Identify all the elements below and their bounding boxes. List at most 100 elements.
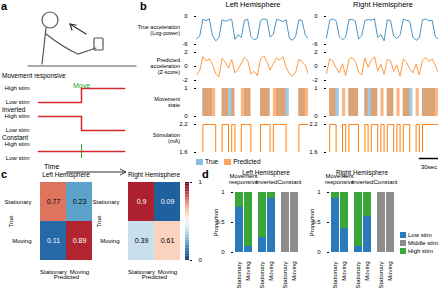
svg-text:0: 0: [317, 249, 321, 255]
svg-text:2: 2: [314, 49, 318, 55]
html-text:b: b: [140, 0, 147, 12]
svg-text:Moving: Moving: [245, 262, 251, 281]
svg-text:1.6: 1.6: [309, 149, 318, 155]
html-text:Time: Time: [44, 163, 60, 170]
svg-text:Moving: Moving: [268, 262, 274, 281]
svg-text:0.77: 0.77: [47, 198, 61, 205]
svg-text:0.09: 0.09: [161, 198, 175, 205]
svg-text:Move: Move: [73, 82, 90, 89]
svg-text:Stationary: Stationary: [92, 199, 119, 205]
html-text:Left Hemisphere: Left Hemisphere: [242, 169, 290, 176]
svg-text:0: 0: [314, 13, 318, 19]
html-text:Predicted: Predicted: [156, 56, 180, 63]
svg-text:2.2: 2.2: [179, 121, 188, 127]
svg-text:-6: -6: [182, 41, 188, 47]
svg-text:0.89: 0.89: [73, 237, 87, 244]
svg-text:0: 0: [199, 257, 203, 263]
svg-text:Predicted: Predicted: [142, 274, 167, 280]
svg-text:1: 1: [317, 189, 321, 195]
svg-text:-2: -2: [182, 77, 188, 83]
html-text:Right Hemisphere: Right Hemisphere: [128, 171, 180, 178]
svg-text:Constant: Constant: [277, 179, 301, 185]
svg-text:0.23: 0.23: [73, 198, 87, 205]
svg-text:Movementresponsive: Movementresponsive: [229, 173, 259, 185]
svg-text:Low stim: Low stim: [6, 155, 30, 161]
svg-text:1: 1: [314, 85, 318, 91]
svg-text:1: 1: [199, 179, 203, 185]
svg-text:Constant: Constant: [373, 179, 397, 185]
svg-text:Moving: Moving: [387, 262, 393, 281]
html-text:Middle stim: Middle stim: [408, 240, 439, 246]
svg-text:Moving: Moving: [12, 238, 31, 244]
html-text:Right Hemisphere: Right Hemisphere: [353, 0, 413, 9]
svg-text:Stationary: Stationary: [282, 262, 288, 288]
svg-text:Moving: Moving: [341, 262, 347, 281]
svg-text:True: True: [8, 215, 14, 228]
html-text:Constant: Constant: [2, 134, 28, 141]
svg-text:0: 0: [184, 113, 188, 119]
html-text:(Log-power): (Log-power): [150, 30, 180, 36]
svg-text:Moving: Moving: [100, 238, 119, 244]
html-text:Stationary Moving: Stationary Moving: [40, 268, 90, 275]
html-text:d: d: [202, 168, 209, 180]
html-text:Stimulation: Stimulation: [152, 131, 180, 138]
html-text:Left Hemisphere: Left Hemisphere: [42, 171, 90, 178]
svg-text:Inverted: Inverted: [256, 179, 278, 185]
html-text:Right Hemisphere: Right Hemisphere: [336, 169, 388, 176]
svg-text:0.39: 0.39: [135, 237, 149, 244]
html-text:acceleration: acceleration: [150, 62, 180, 69]
svg-text:0: 0: [184, 63, 188, 69]
svg-text:Stationary: Stationary: [236, 262, 242, 288]
svg-text:0.61: 0.61: [161, 237, 175, 244]
html-text:Left Hemisphere: Left Hemisphere: [225, 0, 281, 9]
html-text:(mA): (mA): [168, 138, 180, 144]
html-text:state: state: [168, 102, 180, 108]
svg-text:Predicted: Predicted: [54, 274, 79, 280]
html-text:Movement responsive: Movement responsive: [2, 72, 66, 79]
svg-text:1: 1: [184, 85, 188, 91]
html-text:c: c: [1, 168, 8, 180]
svg-text:2.2: 2.2: [309, 121, 318, 127]
svg-text:Stationary: Stationary: [332, 262, 338, 288]
svg-text:Stationary: Stationary: [4, 199, 31, 205]
html-text:High stim: High stim: [408, 248, 433, 254]
svg-text:Moving: Moving: [364, 262, 370, 281]
html-text:Predicted: Predicted: [233, 158, 261, 165]
html-text:True acceleration: True acceleration: [137, 23, 180, 30]
svg-text:True: True: [96, 215, 102, 228]
svg-text:2: 2: [184, 49, 188, 55]
svg-text:-6: -6: [312, 41, 318, 47]
svg-text:0.5: 0.5: [312, 219, 321, 226]
svg-text:High stim: High stim: [4, 141, 29, 147]
svg-text:0: 0: [314, 63, 318, 69]
svg-text:Moving: Moving: [291, 262, 297, 281]
svg-text:1: 1: [221, 189, 225, 195]
html-text:Low stim: Low stim: [408, 232, 432, 238]
svg-text:Stationary: Stationary: [378, 262, 384, 288]
svg-text:0: 0: [184, 13, 188, 19]
svg-text:Movementresponsive: Movementresponsive: [325, 173, 355, 185]
html-text:Movement: Movement: [154, 95, 180, 102]
html-text:Inverted: Inverted: [2, 106, 26, 113]
svg-text:-2: -2: [312, 77, 318, 83]
svg-text:0.5: 0.5: [216, 219, 225, 226]
svg-text:Stationary: Stationary: [259, 262, 265, 288]
svg-text:Proportion: Proportion: [309, 209, 315, 237]
svg-text:Proportion: Proportion: [213, 209, 219, 237]
html-text:a: a: [1, 0, 8, 12]
svg-text:30sec: 30sec: [421, 164, 437, 170]
svg-text:0.9: 0.9: [137, 198, 147, 205]
svg-text:0: 0: [314, 113, 318, 119]
svg-text:Low stim: Low stim: [6, 127, 30, 133]
svg-text:Stationary: Stationary: [355, 262, 361, 288]
html-text:(Z-score): (Z-score): [157, 69, 180, 76]
html-text:True: True: [205, 158, 219, 165]
svg-text:0: 0: [221, 249, 225, 255]
svg-text:Low stim: Low stim: [6, 99, 30, 105]
svg-text:High stim: High stim: [4, 85, 29, 91]
svg-text:0.11: 0.11: [47, 237, 60, 244]
svg-text:1.6: 1.6: [179, 149, 188, 155]
svg-text:High stim: High stim: [4, 113, 29, 119]
html-text:Stationary Moving: Stationary Moving: [128, 268, 178, 275]
svg-text:Inverted: Inverted: [352, 179, 374, 185]
